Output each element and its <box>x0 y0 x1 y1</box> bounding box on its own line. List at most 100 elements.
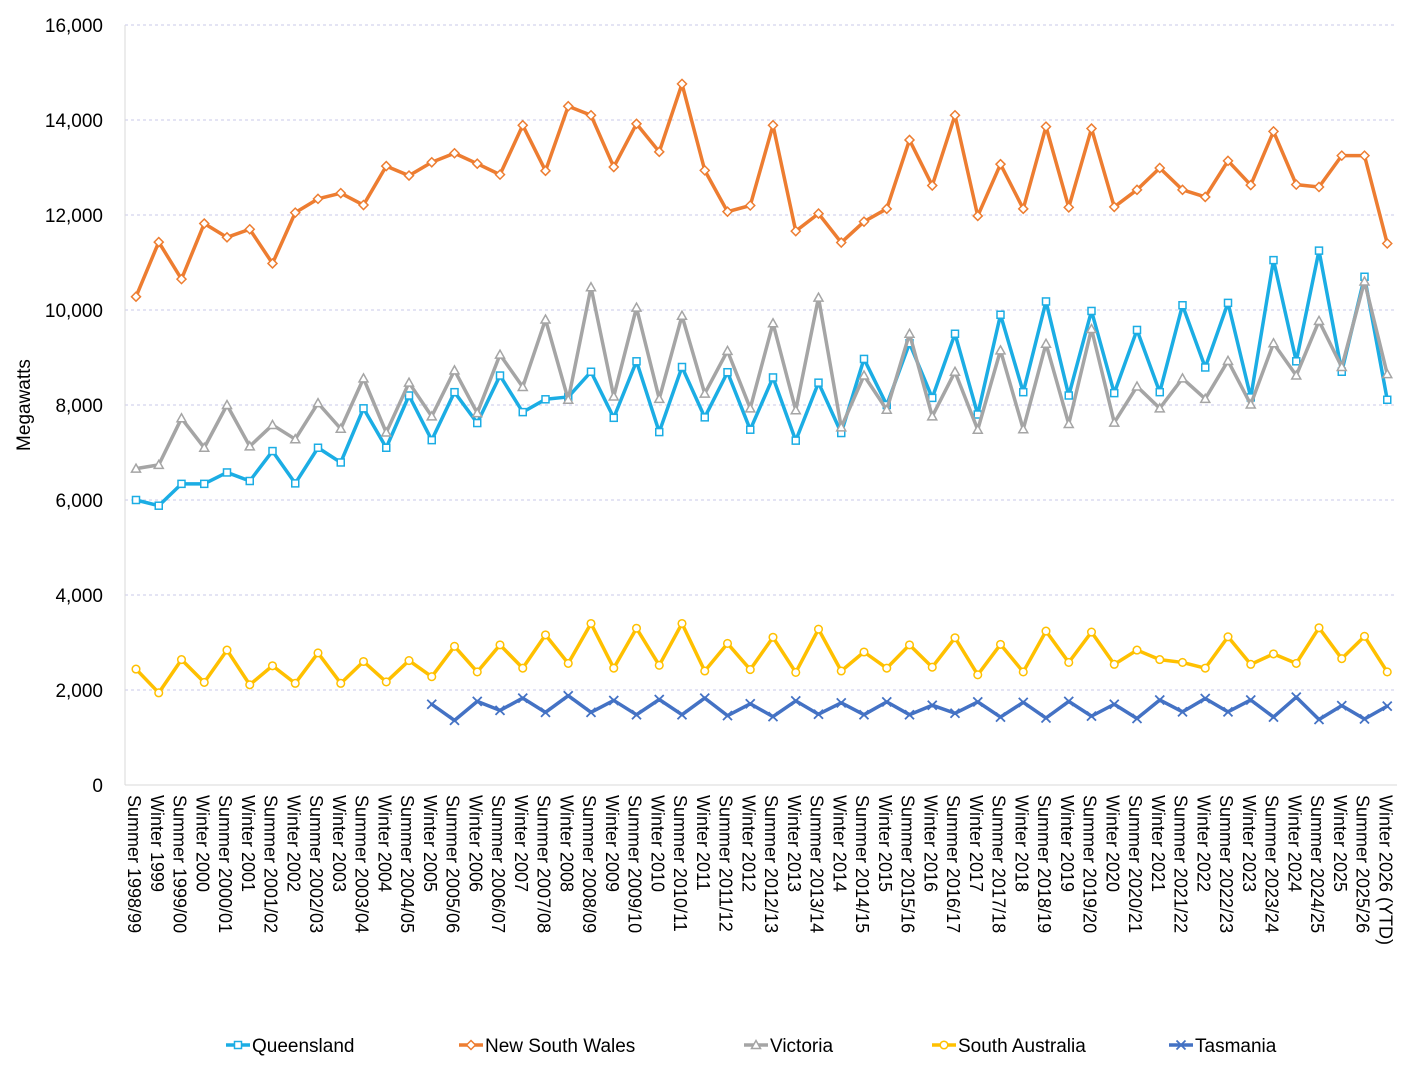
x-tick-label: Winter 2018 <box>1011 795 1031 892</box>
data-point <box>495 371 505 380</box>
data-point <box>630 118 643 130</box>
x-tick-label: Summer 1998/99 <box>124 795 144 933</box>
data-point <box>1017 423 1030 434</box>
data-point <box>994 158 1007 170</box>
data-point <box>790 695 801 707</box>
data-point <box>1291 691 1302 703</box>
data-point <box>1018 697 1029 708</box>
data-point <box>1269 255 1278 265</box>
data-point <box>1176 184 1189 196</box>
x-tick-label: Winter 2010 <box>647 795 667 892</box>
legend-item-south-australia: South Australia <box>932 1036 1086 1057</box>
legend-label: Queensland <box>252 1036 354 1057</box>
data-point <box>449 641 460 651</box>
x-tick-label: Summer 2017/18 <box>989 795 1009 933</box>
legend-label: Victoria <box>770 1036 833 1057</box>
data-point <box>1382 701 1393 712</box>
data-point <box>426 156 438 168</box>
data-point <box>1245 179 1257 191</box>
data-point <box>465 1039 477 1051</box>
data-point <box>750 1038 762 1050</box>
data-point <box>291 479 300 488</box>
x-tick-label: Summer 2005/06 <box>443 795 463 933</box>
data-point <box>1155 655 1165 665</box>
series-tasmania <box>426 690 1393 726</box>
data-point <box>357 372 370 383</box>
series-victoria <box>130 275 1394 473</box>
data-point <box>222 645 232 655</box>
data-point <box>1313 181 1325 193</box>
data-point <box>245 476 254 486</box>
x-tick-label: Winter 2013 <box>784 795 804 892</box>
x-tick-label: Winter 2009 <box>602 795 622 892</box>
data-point <box>812 291 825 302</box>
data-point <box>1268 649 1279 659</box>
data-point <box>1177 657 1188 668</box>
data-point <box>904 709 915 720</box>
data-point <box>290 678 300 688</box>
legend-label: Tasmania <box>1195 1036 1277 1057</box>
data-point <box>858 369 870 380</box>
x-tick-label: Winter 2020 <box>1102 795 1122 892</box>
data-point <box>517 692 528 704</box>
data-point <box>1019 387 1028 397</box>
data-point <box>154 688 164 698</box>
data-point <box>1292 357 1301 366</box>
data-point <box>266 418 279 430</box>
data-point <box>1201 363 1210 372</box>
x-tick-label: Summer 2007/08 <box>534 795 554 933</box>
series-lines <box>130 78 1394 726</box>
legend-label: South Australia <box>958 1036 1086 1057</box>
data-point <box>939 1040 949 1050</box>
data-point <box>676 309 688 320</box>
data-point <box>655 427 664 437</box>
x-tick-label: Winter 2005 <box>420 795 440 892</box>
data-point <box>153 236 165 248</box>
data-point <box>608 695 619 706</box>
x-tick-label: Winter 2025 <box>1330 795 1350 892</box>
data-point <box>154 501 163 510</box>
data-point <box>425 410 438 421</box>
data-point <box>972 210 984 222</box>
data-point <box>791 667 801 677</box>
data-point <box>1087 306 1096 316</box>
data-point <box>1063 696 1074 707</box>
data-point <box>1358 275 1371 286</box>
data-point <box>744 199 756 212</box>
x-tick-label: Winter 2004 <box>374 795 394 892</box>
x-tick-label: Winter 2021 <box>1148 795 1168 892</box>
data-point <box>1085 322 1098 334</box>
x-tick-label: Winter 2014 <box>829 795 849 892</box>
data-point <box>472 696 483 707</box>
data-point <box>1358 150 1371 162</box>
x-tick-label: Winter 2008 <box>556 795 576 892</box>
data-point <box>949 365 961 376</box>
data-point <box>1086 627 1097 637</box>
x-tick-label: Summer 2020/21 <box>1125 795 1145 933</box>
data-point <box>563 658 573 668</box>
data-point <box>380 160 392 172</box>
data-point <box>1382 667 1392 677</box>
data-point <box>858 709 870 720</box>
data-point <box>745 698 756 709</box>
data-point <box>1109 659 1119 669</box>
data-point <box>607 390 620 401</box>
data-point <box>654 694 665 705</box>
data-point <box>313 648 323 658</box>
legend-item-queensland: Queensland <box>226 1036 354 1057</box>
data-point <box>268 446 277 456</box>
data-point <box>676 709 688 720</box>
data-point <box>494 705 506 716</box>
x-tick-label: Winter 2011 <box>693 795 713 891</box>
data-point <box>1155 387 1164 397</box>
data-point <box>1064 657 1074 668</box>
x-tick-label: Summer 1999/00 <box>170 795 190 933</box>
data-point <box>359 404 368 413</box>
x-tick-label: Summer 2018/19 <box>1034 795 1054 933</box>
data-point <box>450 387 459 397</box>
data-point <box>175 273 188 285</box>
x-tick-label: Summer 2004/05 <box>397 795 417 933</box>
data-point <box>289 207 301 219</box>
data-point <box>812 208 825 220</box>
